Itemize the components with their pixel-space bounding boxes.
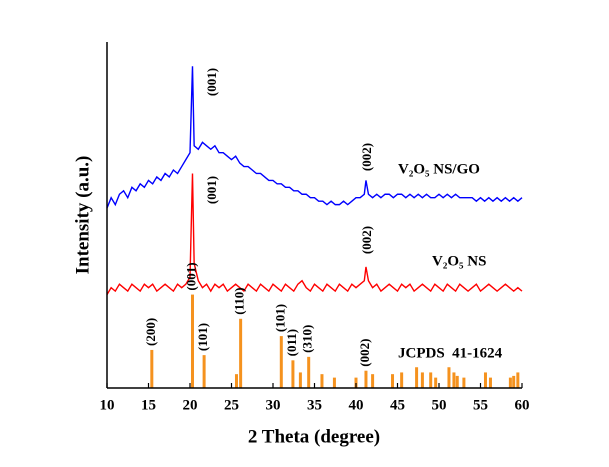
x-tick-label: 15 [141,397,156,413]
peak-label: (101) [195,323,210,351]
x-tick-label: 20 [183,397,198,413]
peak-label: (101) [272,304,287,332]
data-line [106,66,523,209]
peak-label: (310) [300,325,315,353]
series-label: V₂O₅ NS/GO [398,161,480,177]
reference-peak [320,374,324,388]
reference-peak [234,374,238,388]
x-tick-label: 25 [224,397,239,413]
x-axis-title: 2 Theta (degree) [248,426,380,447]
peak-label: (001) [183,262,198,290]
reference-peak [429,372,433,388]
reference-peak [483,372,487,388]
y-axis-title: Intensity (a.u.) [72,156,93,275]
reference-peak [508,377,512,388]
reference-peak [488,377,492,388]
reference-peak [391,374,395,388]
annotation: (001) [204,68,219,96]
x-tick-label: 60 [515,397,530,413]
reference-peak [364,370,368,388]
reference-peak [447,367,451,388]
reference-peak [150,349,154,388]
peak-label: (002) [357,339,372,367]
series-label: V₂O₅ NS [432,253,486,269]
peak-label: (011) [284,329,299,356]
x-tick-label: 45 [390,397,405,413]
annotation: (002) [359,226,374,254]
annotation: (001) [204,176,219,204]
reference-peak [434,377,438,388]
peak-label: (200) [143,318,158,346]
reference-peak [452,372,456,388]
reference-peak [415,367,419,388]
reference-peak [512,375,516,388]
x-tick-label: 30 [266,397,281,413]
series-label: JCPDS 41-1624 [398,345,503,361]
reference-peak [279,336,283,388]
reference-peak [202,355,206,388]
reference-peak [239,318,243,388]
reference-peak [400,372,404,388]
annotation: (002) [359,143,374,171]
peak-label: (110) [232,287,247,314]
reference-peak [298,372,302,388]
reference-peak [420,372,424,388]
reference-peak [307,356,311,388]
reference-peak [354,377,358,388]
x-tick-label: 50 [432,397,447,413]
reference-peak [190,294,194,388]
reference-peak [462,377,466,388]
data-line [106,173,523,295]
x-tick-label: 40 [349,397,364,413]
reference-peak [291,360,295,388]
reference-peak [516,372,520,388]
x-tick-label: 10 [100,397,115,413]
x-tick-label: 55 [473,397,488,413]
reference-peak [455,375,459,388]
x-tick-label: 35 [307,397,322,413]
reference-peak [371,374,375,388]
reference-peak [332,377,336,388]
